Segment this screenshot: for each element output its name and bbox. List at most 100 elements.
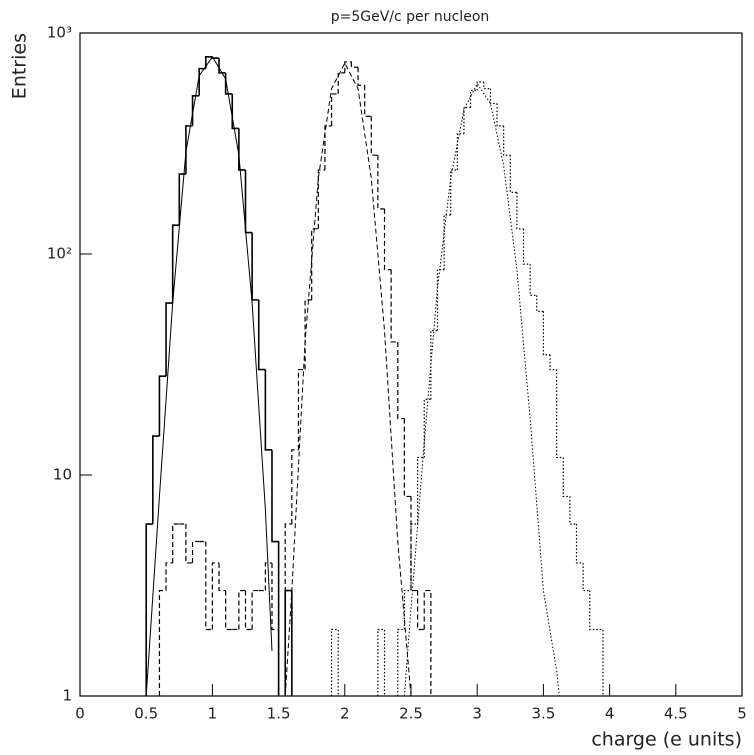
chart-title: p=5GeV/c per nucleon bbox=[331, 9, 490, 25]
histogram-bin bbox=[423, 398, 431, 458]
histogram-bin bbox=[251, 589, 259, 630]
histogram-bin bbox=[191, 540, 200, 563]
histogram-bin bbox=[443, 214, 451, 270]
histogram-bin bbox=[284, 523, 292, 696]
histogram-bin bbox=[244, 169, 253, 234]
x-tick-label: 3 bbox=[472, 705, 482, 723]
histogram-bin bbox=[430, 330, 438, 400]
histogram-bin bbox=[377, 155, 385, 210]
histogram-bin bbox=[469, 89, 478, 108]
x-tick-label: 1 bbox=[208, 705, 218, 723]
histogram-bin bbox=[417, 456, 425, 525]
histogram-bin bbox=[257, 299, 266, 371]
x-tick-label: 2 bbox=[340, 705, 350, 723]
histogram-bin bbox=[403, 418, 411, 498]
histogram-bin bbox=[264, 562, 272, 591]
fit-curve bbox=[145, 55, 273, 697]
histogram-bin bbox=[271, 449, 280, 696]
histogram-bin bbox=[357, 67, 365, 86]
x-tick-label: 5 bbox=[737, 705, 747, 723]
histogram-bin bbox=[410, 496, 418, 592]
histogram-bin bbox=[238, 128, 246, 171]
histogram-bin bbox=[536, 295, 544, 312]
histogram-bin bbox=[158, 375, 167, 437]
x-axis-label: charge (e units) bbox=[591, 729, 742, 751]
histogram-bin bbox=[344, 61, 352, 73]
histogram-bin bbox=[165, 562, 173, 591]
histogram-bin bbox=[145, 523, 153, 696]
fit-curve bbox=[403, 82, 560, 697]
histogram-bin bbox=[291, 449, 299, 525]
histogram-bin bbox=[417, 590, 425, 631]
histogram-bin bbox=[403, 589, 411, 630]
histogram-bin bbox=[204, 56, 213, 69]
histogram-bin bbox=[198, 67, 206, 96]
x-tick-label: 2.5 bbox=[399, 705, 423, 723]
histogram-bin bbox=[304, 299, 312, 370]
histogram-bin bbox=[496, 103, 504, 127]
histogram-bin bbox=[225, 590, 233, 631]
histogram-bin bbox=[556, 369, 564, 459]
x-tick-label: 3.5 bbox=[531, 705, 555, 723]
histogram-bin bbox=[158, 589, 167, 696]
histogram-bin bbox=[410, 523, 418, 591]
histogram-bin bbox=[549, 354, 557, 371]
histogram-bin bbox=[251, 232, 259, 301]
y-tick-label: 10² bbox=[47, 245, 72, 263]
histogram-bin bbox=[172, 523, 180, 563]
y-tick-label: 1 bbox=[62, 687, 72, 705]
histogram-bin bbox=[562, 457, 570, 498]
histogram-bin bbox=[185, 524, 193, 564]
histogram-bin bbox=[483, 82, 491, 90]
histogram-bin bbox=[509, 155, 517, 193]
histogram-bin bbox=[311, 228, 319, 300]
histogram-bin bbox=[397, 628, 405, 696]
histogram-bin bbox=[317, 169, 325, 229]
histogram-bin bbox=[165, 302, 173, 377]
histogram-bin bbox=[569, 496, 577, 525]
histogram-bin bbox=[383, 208, 392, 271]
histogram-bin bbox=[516, 192, 524, 230]
x-tick-label: 4 bbox=[605, 705, 615, 723]
histogram-bin bbox=[330, 628, 339, 696]
histogram-bin bbox=[463, 106, 471, 134]
histogram-bin bbox=[211, 562, 220, 630]
histogram-bin bbox=[231, 93, 239, 130]
y-axis-label: Entries bbox=[9, 33, 31, 99]
histogram-bin bbox=[238, 589, 246, 630]
histogram-bin bbox=[489, 88, 498, 105]
histogram-bin bbox=[244, 590, 253, 631]
histogram-bin bbox=[522, 228, 531, 265]
histogram-bin bbox=[589, 590, 597, 631]
histogram-bin bbox=[218, 58, 226, 74]
histogram-bin bbox=[364, 85, 372, 117]
fit-curve bbox=[284, 62, 412, 697]
histogram-bin bbox=[476, 81, 484, 91]
histogram-bin bbox=[377, 628, 386, 696]
histogram-bin bbox=[337, 72, 345, 94]
histogram-bin bbox=[370, 116, 378, 156]
histogram-bin bbox=[529, 264, 537, 296]
histogram-bin bbox=[423, 589, 432, 696]
histogram-bin bbox=[205, 541, 213, 631]
y-tick-label: 10³ bbox=[47, 24, 72, 42]
histogram-bin bbox=[218, 562, 226, 592]
histogram-bin bbox=[171, 224, 180, 304]
histogram-bin bbox=[297, 368, 306, 450]
histogram-bin bbox=[152, 435, 160, 525]
histogram-bin bbox=[575, 524, 584, 564]
histogram-bin bbox=[436, 268, 445, 331]
histogram-bin bbox=[503, 125, 511, 156]
histogram-bin bbox=[397, 341, 405, 420]
histogram-bin bbox=[582, 562, 590, 592]
histogram-bin bbox=[390, 269, 398, 343]
histogram-bin bbox=[596, 628, 604, 696]
x-tick-label: 0 bbox=[75, 705, 85, 723]
x-tick-label: 4.5 bbox=[664, 705, 688, 723]
histogram-bin bbox=[330, 93, 339, 126]
histogram-bin bbox=[450, 169, 458, 216]
histogram-bin bbox=[324, 125, 332, 170]
histogram-bin bbox=[456, 133, 464, 170]
histogram-bin bbox=[542, 311, 551, 356]
